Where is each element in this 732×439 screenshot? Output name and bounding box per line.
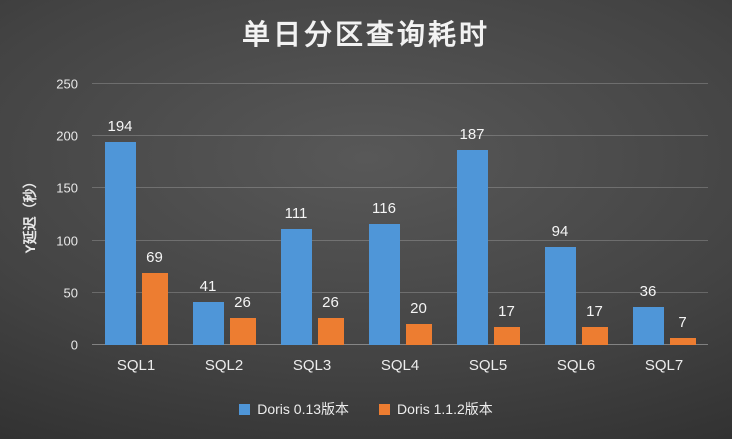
legend-label: Doris 0.13版本 [257, 401, 350, 417]
bar-value-label: 17 [498, 303, 515, 321]
bar-sql3-series-0: 111 [280, 206, 312, 345]
bar-sql4-series-0: 116 [368, 201, 400, 345]
x-tick-label: SQL2 [204, 357, 244, 374]
bar-sql5-series-0: 187 [456, 127, 488, 345]
bar-sql1-series-0: 194 [104, 119, 136, 345]
bar-sql7-series-1: 7 [669, 315, 696, 345]
x-tick-label: SQL6 [556, 357, 596, 374]
x-tick-label: SQL3 [292, 357, 332, 374]
legend-item-series-0: Doris 0.13版本 [239, 399, 349, 419]
gridline [92, 187, 708, 189]
gridline [92, 291, 708, 293]
gridline [92, 135, 708, 137]
bar-sql2-series-1: 26 [229, 295, 256, 345]
bar-sql4-series-1: 20 [405, 301, 432, 345]
legend-item-series-1: Doris 1.1.2版本 [379, 399, 493, 419]
legend-swatch-icon [379, 403, 391, 415]
bar-sql1-series-1: 69 [141, 250, 168, 345]
legend-swatch-icon [239, 403, 251, 415]
y-axis-label: Y延迟（秒） [22, 174, 38, 254]
x-tick-label: SQL5 [468, 357, 508, 374]
bar-value-label: 20 [410, 300, 427, 318]
bar-value-label: 187 [459, 125, 485, 143]
gridline [92, 239, 708, 241]
y-tick-label: 0 [70, 337, 78, 353]
plot-area: 194 69 41 26 111 26 116 20 187 17 94 17 36 7 [92, 83, 708, 345]
bar-sql2-series-0: 41 [192, 279, 224, 345]
gridline [92, 83, 708, 84]
y-tick-label: 150 [56, 180, 78, 196]
bar-groups: 194 69 41 26 111 26 116 20 187 17 94 17 36 7 [92, 84, 708, 345]
gridline [92, 344, 708, 345]
bar-group-sql2: 41 26 [180, 84, 268, 345]
bar-value-label: 36 [639, 283, 657, 301]
y-tick-label: 250 [56, 76, 78, 92]
bar-value-label: 17 [586, 303, 603, 321]
bar-value-label: 26 [322, 293, 339, 311]
bar-sql6-series-0: 94 [544, 224, 576, 345]
y-axis-ticks: 0 50 100 150 200 250 [44, 78, 78, 352]
legend: Doris 0.13版本 Doris 1.1.2版本 [0, 399, 732, 419]
legend-label: Doris 1.1.2版本 [397, 401, 493, 417]
bar-group-sql6: 94 17 [532, 84, 620, 345]
bar-value-label: 69 [146, 248, 163, 266]
bar-value-label: 116 [372, 199, 396, 217]
y-tick-label: 50 [63, 285, 78, 301]
bar-sql5-series-1: 17 [493, 304, 520, 345]
y-tick-label: 100 [56, 233, 78, 249]
bar-sql3-series-1: 26 [317, 295, 344, 345]
bar-group-sql5: 187 17 [444, 84, 532, 345]
bar-value-label: 94 [551, 222, 569, 240]
y-tick-label: 200 [56, 128, 78, 144]
x-tick-label: SQL7 [644, 357, 684, 374]
bar-group-sql7: 36 7 [620, 84, 708, 345]
bar-group-sql3: 111 26 [268, 84, 356, 345]
bar-value-label: 194 [107, 118, 133, 136]
bar-sql7-series-0: 36 [632, 284, 664, 345]
bar-sql6-series-1: 17 [581, 304, 608, 345]
bar-value-label: 41 [199, 278, 217, 296]
bar-value-label: 26 [234, 293, 251, 311]
x-axis-labels: SQL1 SQL2 SQL3 SQL4 SQL5 SQL6 SQL7 [92, 357, 708, 374]
bar-group-sql4: 116 20 [356, 84, 444, 345]
bar-value-label: 7 [678, 313, 687, 331]
gridlines [92, 83, 708, 345]
bar-group-sql1: 194 69 [92, 84, 180, 345]
bar-value-label: 111 [284, 205, 308, 223]
x-tick-label: SQL1 [116, 357, 156, 374]
chart-title: 单日分区查询耗时 [241, 19, 490, 50]
x-tick-label: SQL4 [380, 357, 420, 374]
